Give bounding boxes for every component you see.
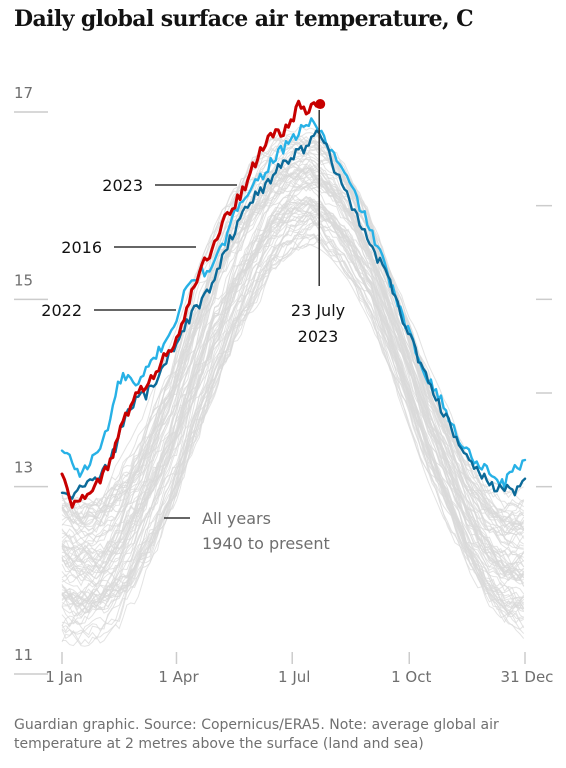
- y-tick-label: 11: [14, 646, 33, 664]
- series-line-2023: [60, 99, 322, 509]
- x-tick-label: 1 Jan: [45, 668, 82, 686]
- historical-year-line: [61, 137, 524, 522]
- series-line-2022: [60, 129, 527, 500]
- y-tick-label: 15: [14, 271, 33, 289]
- historical-year-line: [61, 136, 524, 515]
- historical-year-line: [61, 134, 525, 521]
- series-2023-label: 2023: [102, 176, 143, 195]
- historical-year-line: [61, 216, 524, 624]
- record-label-line1: 23 July: [291, 301, 345, 320]
- x-tick-label: 31 Dec: [501, 668, 554, 686]
- year-series-lines: [60, 99, 527, 509]
- y-axis-labels: 11 13 15 17: [14, 84, 33, 664]
- temperature-line-chart: 11 13 15 17 1 Jan 1 Apr 1 Jul 1 Oct 31 Dec 2023…: [14, 84, 553, 686]
- chart-title: Daily global surface air temperature, C: [14, 6, 474, 32]
- all-years-label-line2: 1940 to present: [202, 534, 330, 553]
- record-label-line2: 2023: [298, 327, 339, 346]
- historical-year-line: [61, 146, 524, 529]
- historical-year-line: [61, 180, 525, 567]
- series-2022-label: 2022: [41, 301, 82, 320]
- x-tick-label: 1 Jul: [278, 668, 310, 686]
- y-tick-marks: [14, 111, 552, 675]
- x-tick-label: 1 Apr: [158, 668, 199, 686]
- series-2016-label: 2016: [61, 238, 102, 257]
- x-tick-label: 1 Oct: [391, 668, 431, 686]
- chart-footnote: Guardian graphic. Source: Copernicus/ERA…: [14, 717, 499, 752]
- all-years-label-line1: All years: [202, 509, 271, 528]
- historical-year-line: [61, 206, 525, 606]
- historical-year-line: [61, 134, 525, 525]
- chart-annotations: 2023 2016 2022 23 July 2023 All years 1940 to …: [41, 99, 345, 553]
- record-marker: [315, 99, 326, 110]
- historical-envelope: [61, 127, 525, 647]
- x-axis: 1 Jan 1 Apr 1 Jul 1 Oct 31 Dec: [45, 652, 553, 686]
- historical-year-line: [61, 138, 524, 510]
- y-tick-label: 17: [14, 84, 33, 102]
- y-tick-label: 13: [14, 459, 33, 477]
